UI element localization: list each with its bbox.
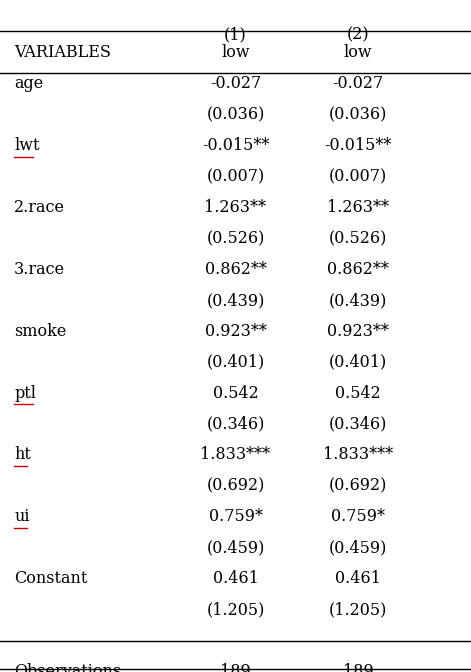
Text: low: low — [221, 44, 250, 61]
Text: 0.923**: 0.923** — [327, 323, 389, 340]
Text: 1.833***: 1.833*** — [323, 446, 393, 464]
Text: 0.862**: 0.862** — [327, 261, 389, 278]
Text: 0.542: 0.542 — [212, 384, 259, 402]
Text: -0.015**: -0.015** — [202, 137, 269, 155]
Text: (0.692): (0.692) — [206, 477, 265, 495]
Text: ui: ui — [14, 508, 30, 526]
Text: age: age — [14, 75, 43, 93]
Text: 0.461: 0.461 — [335, 570, 381, 587]
Text: ptl: ptl — [14, 384, 36, 402]
Text: 0.542: 0.542 — [335, 384, 381, 402]
Text: -0.027: -0.027 — [333, 75, 383, 93]
Text: (1): (1) — [224, 26, 247, 44]
Text: (0.007): (0.007) — [206, 168, 265, 185]
Text: Constant: Constant — [14, 570, 88, 587]
Text: -0.027: -0.027 — [210, 75, 261, 93]
Text: (0.346): (0.346) — [329, 415, 387, 433]
Text: (0.036): (0.036) — [206, 106, 265, 124]
Text: Observations: Observations — [14, 663, 121, 672]
Text: (0.459): (0.459) — [206, 539, 265, 556]
Text: 1.263**: 1.263** — [204, 199, 267, 216]
Text: 1.263**: 1.263** — [327, 199, 389, 216]
Text: 2.race: 2.race — [14, 199, 65, 216]
Text: 0.759*: 0.759* — [209, 508, 262, 526]
Text: (0.439): (0.439) — [206, 292, 265, 309]
Text: 0.759*: 0.759* — [331, 508, 385, 526]
Text: (0.526): (0.526) — [329, 230, 387, 247]
Text: 1.833***: 1.833*** — [201, 446, 270, 464]
Text: (1.205): (1.205) — [206, 601, 265, 618]
Text: (0.526): (0.526) — [206, 230, 265, 247]
Text: (0.401): (0.401) — [206, 353, 265, 371]
Text: 3.race: 3.race — [14, 261, 65, 278]
Text: (0.692): (0.692) — [329, 477, 387, 495]
Text: (0.007): (0.007) — [329, 168, 387, 185]
Text: (2): (2) — [347, 26, 369, 44]
Text: (0.346): (0.346) — [206, 415, 265, 433]
Text: 0.923**: 0.923** — [204, 323, 267, 340]
Text: (0.036): (0.036) — [329, 106, 387, 124]
Text: smoke: smoke — [14, 323, 66, 340]
Text: (0.401): (0.401) — [329, 353, 387, 371]
Text: -0.015**: -0.015** — [324, 137, 392, 155]
Text: 0.461: 0.461 — [212, 570, 259, 587]
Text: 189: 189 — [342, 663, 374, 672]
Text: (0.459): (0.459) — [329, 539, 387, 556]
Text: 0.862**: 0.862** — [204, 261, 267, 278]
Text: VARIABLES: VARIABLES — [14, 44, 111, 61]
Text: (0.439): (0.439) — [329, 292, 387, 309]
Text: lwt: lwt — [14, 137, 40, 155]
Text: 189: 189 — [220, 663, 251, 672]
Text: ht: ht — [14, 446, 31, 464]
Text: low: low — [344, 44, 372, 61]
Text: (1.205): (1.205) — [329, 601, 387, 618]
